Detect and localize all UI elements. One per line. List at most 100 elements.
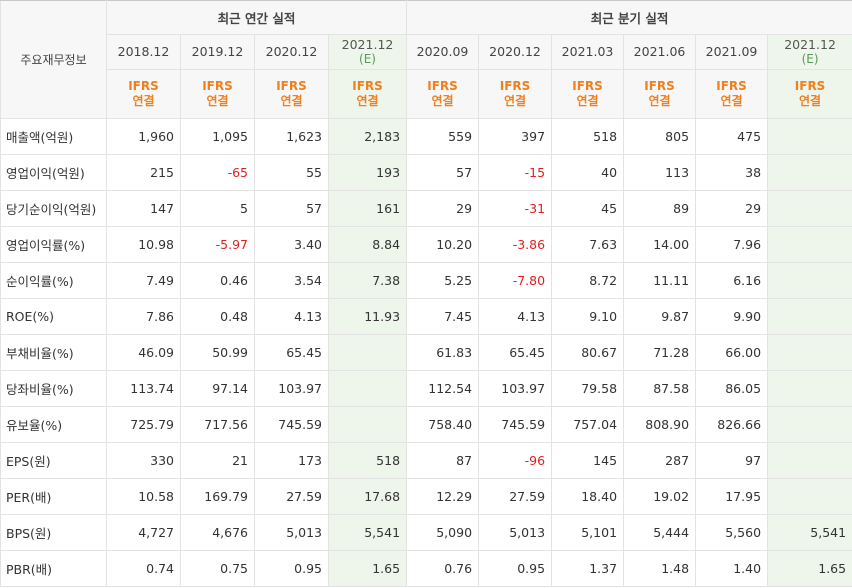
value-cell: 0.74: [106, 550, 181, 587]
standard-consolidated: 연결: [648, 94, 671, 108]
value-cell: 3.40: [254, 226, 329, 263]
value-cell: 745.59: [254, 406, 329, 443]
table-row: 당좌비율(%) 113.74 97.14 103.97 112.54 103.97 79.5…: [0, 370, 852, 407]
value-cell: [327, 370, 408, 407]
standard-consolidated: 연결: [576, 94, 599, 108]
value-cell: 103.97: [478, 370, 553, 407]
value-cell: 27.59: [254, 478, 329, 515]
value-cell: 103.97: [254, 370, 329, 407]
period-label: 2021.12: [784, 37, 836, 52]
row-label: 영업이익(억원): [0, 154, 107, 191]
value-cell: 57: [406, 154, 480, 191]
value-cell: [767, 298, 852, 335]
standard-ifrs: IFRS: [202, 79, 233, 93]
value-cell: 1,960: [106, 118, 181, 155]
value-cell: [767, 442, 852, 479]
accounting-standard: IFRS 연결: [254, 69, 329, 119]
value-cell: 10.58: [106, 478, 181, 515]
accounting-standard: IFRS 연결: [551, 69, 625, 119]
value-cell: 193: [327, 154, 408, 191]
value-cell: 2,183: [327, 118, 408, 155]
value-cell: 0.46: [180, 262, 255, 299]
value-cell: 717.56: [180, 406, 255, 443]
estimate-mark: (E): [801, 52, 819, 66]
row-label: 순이익률(%): [0, 262, 107, 299]
value-cell: 86.05: [695, 370, 769, 407]
value-cell: [767, 262, 852, 299]
value-cell: 5,101: [551, 514, 625, 551]
period-label: 2021.03: [561, 44, 614, 59]
value-cell: 1.48: [623, 550, 697, 587]
accounting-standard: IFRS 연결: [695, 69, 769, 119]
period-header: 2021.09: [695, 34, 769, 70]
value-cell: 97: [695, 442, 769, 479]
standard-ifrs: IFRS: [427, 79, 458, 93]
value-cell: 65.45: [254, 334, 329, 371]
value-cell: 79.58: [551, 370, 625, 407]
period-label: 2020.09: [416, 44, 469, 59]
period-label: 2020.12: [265, 44, 318, 59]
corner-header: 주요재무정보: [0, 0, 107, 119]
value-cell: 71.28: [623, 334, 697, 371]
value-cell: 10.98: [106, 226, 181, 263]
value-cell: 29: [695, 190, 769, 227]
estimate-mark: (E): [359, 52, 376, 66]
value-cell: 38: [695, 154, 769, 191]
accounting-standard: IFRS 연결: [106, 69, 181, 119]
standard-ifrs: IFRS: [572, 79, 603, 93]
value-cell: 113: [623, 154, 697, 191]
table-row: 영업이익률(%) 10.98 -5.97 3.40 8.84 10.20 -3.86 7.63…: [0, 226, 852, 263]
value-cell: 5: [180, 190, 255, 227]
value-cell: 725.79: [106, 406, 181, 443]
value-cell: 21: [180, 442, 255, 479]
value-cell: 8.84: [327, 226, 408, 263]
value-cell: 89: [623, 190, 697, 227]
accounting-standard: IFRS 연결: [478, 69, 553, 119]
period-header: 2020.12: [478, 34, 553, 70]
value-cell: 87.58: [623, 370, 697, 407]
table-row: EPS(원) 330 21 173 518 87 -96 145 287 97: [0, 442, 852, 479]
value-cell: 80.67: [551, 334, 625, 371]
value-cell: 3.54: [254, 262, 329, 299]
value-cell: 8.72: [551, 262, 625, 299]
value-cell: 518: [327, 442, 408, 479]
value-cell: 758.40: [406, 406, 480, 443]
table-row: 부채비율(%) 46.09 50.99 65.45 61.83 65.45 80.67 71.…: [0, 334, 852, 371]
standard-consolidated: 연결: [356, 94, 379, 108]
period-label: 2021.09: [705, 44, 758, 59]
value-cell: 169.79: [180, 478, 255, 515]
row-label: 영업이익률(%): [0, 226, 107, 263]
value-cell: 50.99: [180, 334, 255, 371]
row-label: 당기순이익(억원): [0, 190, 107, 227]
value-cell: 475: [695, 118, 769, 155]
value-cell: 397: [478, 118, 553, 155]
row-label: EPS(원): [0, 442, 107, 479]
value-cell: 0.48: [180, 298, 255, 335]
value-cell: 19.02: [623, 478, 697, 515]
value-cell: 161: [327, 190, 408, 227]
value-cell: 17.95: [695, 478, 769, 515]
value-cell: 1.40: [695, 550, 769, 587]
value-cell: 29: [406, 190, 480, 227]
value-cell: 18.40: [551, 478, 625, 515]
standard-ifrs: IFRS: [716, 79, 747, 93]
table-row: ROE(%) 7.86 0.48 4.13 11.93 7.45 4.13 9.10 9.87 9…: [0, 298, 852, 335]
value-cell: 1,095: [180, 118, 255, 155]
value-cell: 1.37: [551, 550, 625, 587]
value-cell: -96: [478, 442, 553, 479]
row-label: BPS(원): [0, 514, 107, 551]
standard-consolidated: 연결: [503, 94, 527, 108]
value-cell: 57: [254, 190, 329, 227]
value-cell: 6.16: [695, 262, 769, 299]
period-label: 2021.12: [341, 37, 394, 52]
value-cell: 7.45: [406, 298, 480, 335]
value-cell: [767, 334, 852, 371]
value-cell: 0.95: [254, 550, 329, 587]
value-cell: 5,541: [327, 514, 408, 551]
value-cell: 0.75: [180, 550, 255, 587]
value-cell: 10.20: [406, 226, 480, 263]
table-row: PBR(배) 0.74 0.75 0.95 1.65 0.76 0.95 1.37 1.48 1.…: [0, 550, 852, 587]
period-header: 2020.09: [406, 34, 480, 70]
row-label: PBR(배): [0, 550, 107, 587]
standard-consolidated: 연결: [132, 94, 155, 108]
